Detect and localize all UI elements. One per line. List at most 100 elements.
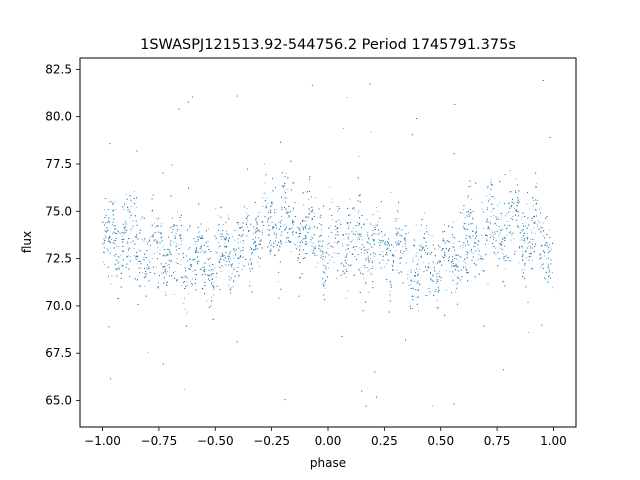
data-point — [433, 267, 435, 269]
data-point — [454, 249, 455, 251]
data-point — [235, 249, 237, 251]
data-point — [415, 224, 417, 226]
data-point — [220, 270, 222, 272]
data-point — [286, 211, 288, 213]
data-point — [229, 237, 230, 239]
data-point — [265, 174, 267, 176]
data-point — [401, 253, 403, 254]
data-point — [372, 230, 374, 231]
data-point — [238, 262, 240, 264]
data-point — [126, 241, 128, 242]
data-point — [409, 305, 411, 307]
data-point — [207, 245, 209, 247]
data-point — [281, 216, 283, 218]
data-point — [195, 261, 197, 263]
data-point — [527, 239, 529, 241]
data-point — [471, 249, 472, 251]
data-point — [461, 276, 463, 278]
data-point — [238, 224, 240, 226]
data-point — [490, 221, 491, 223]
data-point — [179, 217, 181, 218]
data-point — [499, 201, 501, 203]
data-point — [480, 234, 482, 236]
data-point — [189, 225, 191, 227]
data-point — [526, 203, 528, 205]
data-point — [334, 237, 336, 239]
data-point — [343, 238, 345, 240]
data-point — [396, 269, 398, 271]
data-point — [448, 257, 450, 259]
data-point — [475, 250, 477, 252]
data-point — [402, 245, 403, 247]
data-point — [336, 277, 337, 279]
data-point — [449, 241, 451, 243]
data-point — [320, 246, 322, 247]
data-point — [245, 222, 247, 224]
data-point — [285, 241, 287, 243]
data-point — [472, 211, 474, 212]
data-point — [180, 264, 182, 265]
data-point — [470, 212, 472, 214]
data-point — [368, 269, 370, 271]
data-point — [351, 264, 353, 265]
data-point — [363, 244, 365, 246]
data-point — [304, 220, 305, 222]
data-point — [176, 230, 178, 232]
data-point — [137, 278, 138, 280]
data-point — [442, 255, 444, 257]
data-point — [405, 250, 407, 251]
data-point — [454, 274, 455, 276]
data-point — [119, 233, 121, 235]
data-point — [425, 252, 426, 254]
data-point — [508, 202, 509, 204]
data-point — [268, 212, 270, 214]
data-point — [401, 235, 403, 237]
data-point — [140, 218, 142, 220]
data-point — [141, 272, 143, 274]
data-point — [490, 181, 492, 183]
data-point — [261, 231, 263, 233]
data-point — [183, 256, 184, 258]
data-point — [187, 249, 189, 251]
data-point — [550, 263, 552, 265]
data-point — [267, 246, 269, 248]
data-point — [349, 251, 351, 253]
data-point — [552, 287, 553, 289]
data-point — [180, 259, 182, 261]
data-point — [523, 269, 525, 271]
data-point — [342, 234, 344, 236]
data-point — [343, 265, 345, 267]
data-point — [531, 219, 533, 221]
data-point — [152, 236, 154, 238]
data-point — [166, 253, 168, 255]
data-point — [528, 332, 529, 333]
data-point — [469, 209, 471, 210]
data-point — [359, 201, 361, 203]
data-point — [477, 248, 479, 250]
data-point — [346, 271, 348, 273]
data-point — [187, 277, 189, 279]
data-point — [339, 223, 341, 225]
data-point — [243, 265, 245, 267]
data-point — [462, 209, 464, 211]
data-point — [467, 242, 468, 244]
data-point — [257, 248, 259, 250]
data-point — [230, 263, 232, 265]
data-point — [454, 250, 456, 252]
data-point — [290, 228, 292, 229]
data-point — [410, 279, 412, 281]
data-point — [234, 248, 236, 250]
data-point — [495, 239, 497, 241]
data-point — [375, 224, 377, 226]
data-point — [464, 217, 466, 218]
data-point — [550, 248, 552, 250]
data-point — [285, 172, 287, 174]
data-point — [196, 261, 198, 263]
data-point — [169, 251, 171, 253]
data-point — [493, 215, 495, 216]
data-point — [272, 227, 273, 229]
data-point — [208, 228, 209, 230]
data-point — [247, 220, 249, 221]
data-point — [486, 195, 487, 197]
data-point — [351, 231, 353, 233]
